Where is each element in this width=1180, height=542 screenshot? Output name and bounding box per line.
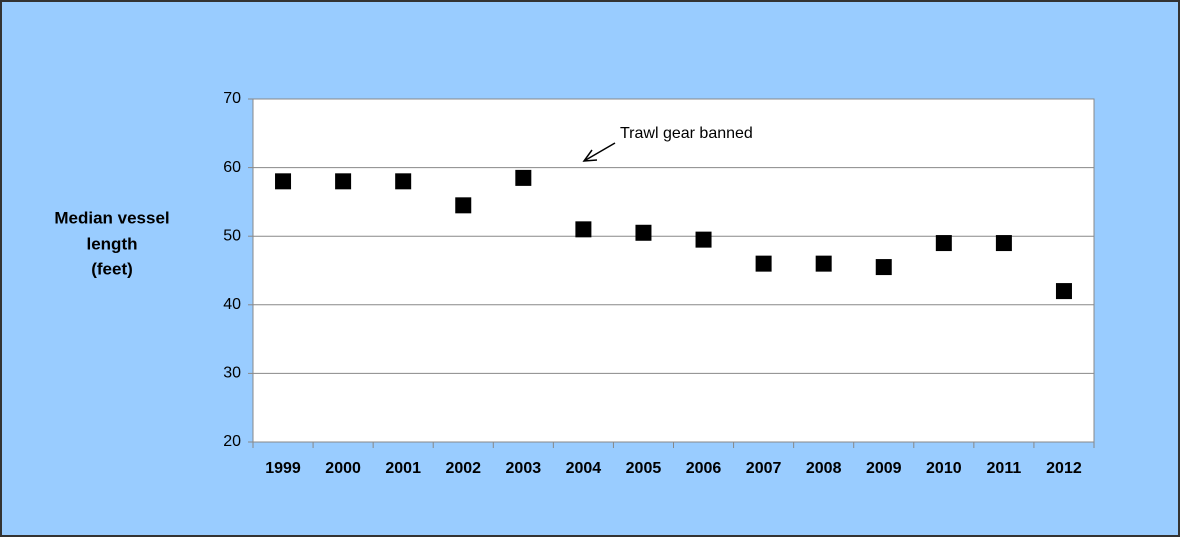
marker — [995, 235, 1012, 252]
marker — [575, 221, 592, 238]
marker — [815, 255, 832, 272]
y-tick-label: 40 — [223, 296, 241, 313]
x-tick-label: 2007 — [746, 460, 782, 477]
y-tick-label: 20 — [223, 433, 241, 450]
x-tick-label: 2008 — [806, 460, 842, 477]
y-tick-label: 60 — [223, 159, 241, 176]
x-tick-label: 2006 — [686, 460, 722, 477]
x-tick-label: 2001 — [385, 460, 421, 477]
marker — [1055, 283, 1072, 300]
y-axis-label: (feet) — [91, 259, 133, 278]
marker — [875, 259, 892, 276]
x-tick-label: 2011 — [987, 460, 1022, 477]
marker — [935, 235, 952, 252]
marker — [275, 173, 292, 190]
marker — [515, 169, 532, 186]
x-tick-label: 2010 — [926, 460, 962, 477]
x-tick-label: 2012 — [1046, 460, 1082, 477]
x-tick-label: 2002 — [445, 460, 481, 477]
plot-area — [252, 98, 1095, 443]
annotation-arrow — [582, 142, 616, 162]
x-tick-label: 1999 — [265, 460, 301, 477]
marker — [455, 197, 472, 214]
y-tick-label: 70 — [223, 90, 241, 107]
marker — [635, 224, 652, 241]
y-axis-label: Median vessel — [54, 208, 169, 227]
x-tick-label: 2004 — [566, 460, 602, 477]
x-tick-label: 2005 — [626, 460, 662, 477]
x-tick-label: 2000 — [325, 460, 361, 477]
marker — [695, 231, 712, 248]
marker — [395, 173, 412, 190]
y-tick-label: 30 — [223, 365, 241, 382]
marker — [755, 255, 772, 272]
y-tick-label: 50 — [223, 227, 241, 244]
y-axis-label: length — [87, 234, 138, 253]
x-tick-label: 2009 — [866, 460, 902, 477]
annotation: Trawl gear banned — [620, 125, 753, 142]
marker — [335, 173, 352, 190]
x-tick-label: 2003 — [506, 460, 542, 477]
